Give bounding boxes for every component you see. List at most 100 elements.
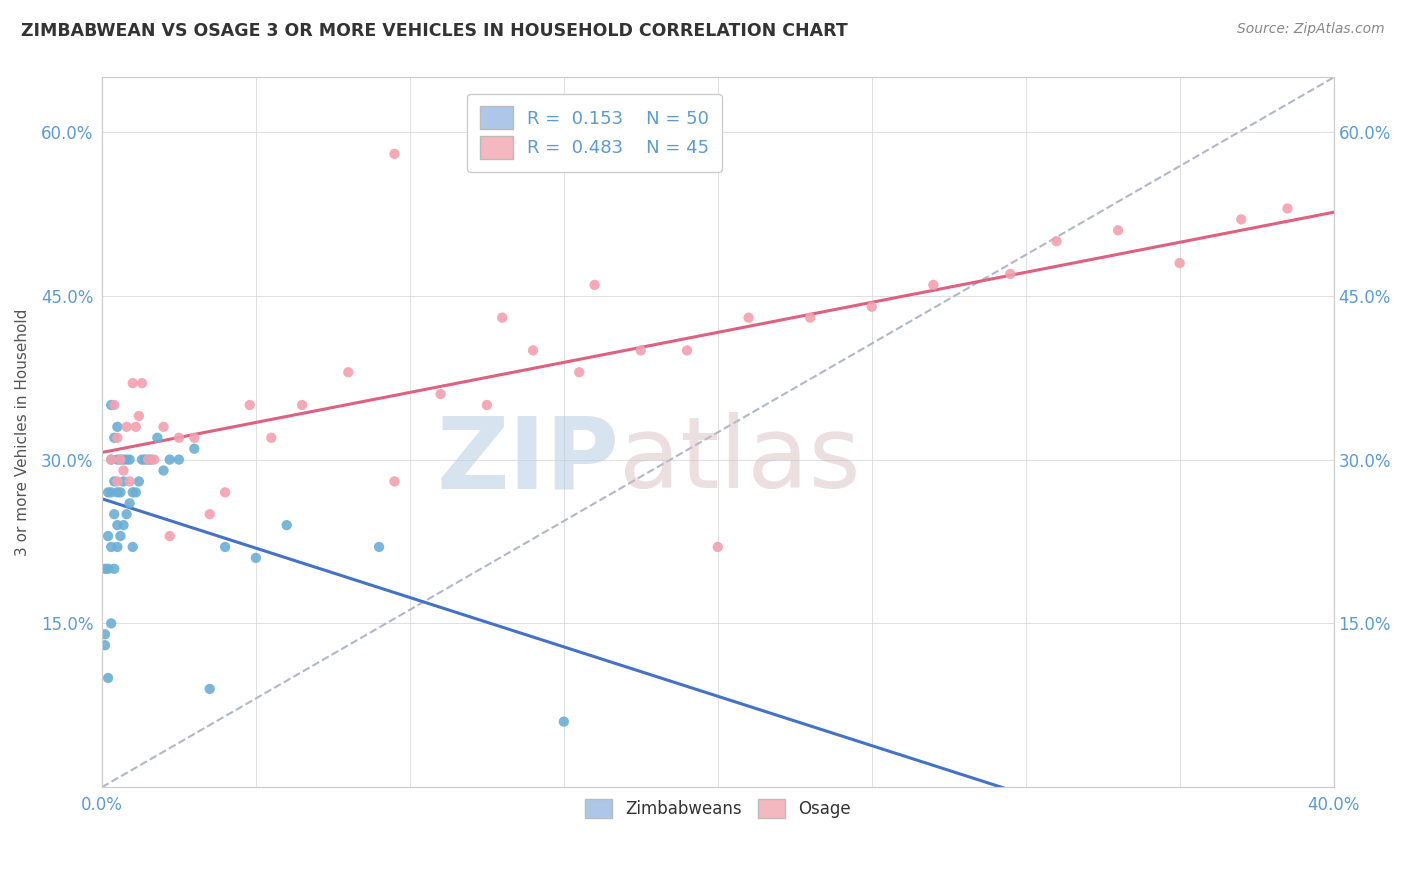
Point (368, 540, 391, 554)
Point (245, 550, 267, 565)
Point (105, 452, 128, 467)
Point (337, 365, 360, 379)
Point (115, 507, 138, 521)
Point (131, 376, 153, 391)
Point (630, 343, 652, 358)
Point (105, 485, 128, 500)
Point (100, 616, 122, 631)
Point (239, 398, 262, 412)
Point (121, 540, 143, 554)
Point (131, 452, 153, 467)
Point (1107, 223, 1129, 237)
Point (110, 485, 132, 500)
Point (100, 540, 122, 554)
Point (922, 277, 945, 292)
Point (491, 310, 513, 325)
Point (384, 475, 406, 489)
Point (118, 452, 141, 467)
Point (118, 475, 141, 489)
Point (384, 147, 406, 161)
Legend: Zimbabweans, Osage: Zimbabweans, Osage (578, 792, 858, 825)
Point (146, 431, 169, 445)
Point (110, 452, 132, 467)
Point (291, 398, 314, 412)
Text: Source: ZipAtlas.com: Source: ZipAtlas.com (1237, 22, 1385, 37)
Point (143, 452, 166, 467)
Point (799, 310, 821, 325)
Point (260, 431, 283, 445)
Point (183, 442, 205, 456)
Point (159, 529, 181, 543)
Point (553, 714, 575, 729)
Point (198, 681, 221, 696)
Point (125, 420, 148, 434)
Point (583, 277, 606, 292)
Point (97, 529, 120, 543)
Point (112, 518, 135, 533)
Point (103, 507, 125, 521)
Point (167, 431, 190, 445)
Point (94, 562, 117, 576)
Point (152, 463, 174, 477)
Point (110, 529, 132, 543)
Point (105, 431, 128, 445)
Point (125, 485, 148, 500)
Point (97, 485, 120, 500)
Point (737, 310, 759, 325)
Point (105, 518, 128, 533)
Point (860, 300, 883, 314)
Point (100, 452, 122, 467)
Point (214, 540, 236, 554)
Point (167, 452, 190, 467)
Y-axis label: 3 or more Vehicles in Household: 3 or more Vehicles in Household (15, 309, 30, 556)
Point (94, 638, 117, 652)
Point (118, 496, 141, 510)
Point (128, 409, 150, 423)
Point (103, 431, 125, 445)
Point (110, 452, 132, 467)
Point (183, 431, 205, 445)
Point (707, 540, 730, 554)
Text: ZIMBABWEAN VS OSAGE 3 OR MORE VEHICLES IN HOUSEHOLD CORRELATION CHART: ZIMBABWEAN VS OSAGE 3 OR MORE VEHICLES I… (21, 22, 848, 40)
Point (1277, 202, 1299, 216)
Text: atlas: atlas (619, 412, 860, 509)
Point (105, 475, 128, 489)
Point (100, 398, 122, 412)
Point (103, 398, 125, 412)
Point (136, 452, 159, 467)
Text: ZIP: ZIP (436, 412, 619, 509)
Point (100, 452, 122, 467)
Point (115, 452, 138, 467)
Point (1230, 212, 1253, 227)
Point (103, 475, 125, 489)
Point (568, 365, 591, 379)
Point (159, 452, 181, 467)
Point (141, 452, 163, 467)
Point (1000, 267, 1022, 281)
Point (134, 452, 156, 467)
Point (152, 420, 174, 434)
Point (100, 485, 122, 500)
Point (1045, 234, 1067, 248)
Point (97, 671, 120, 685)
Point (105, 540, 128, 554)
Point (115, 420, 138, 434)
Point (121, 485, 143, 500)
Point (94, 627, 117, 641)
Point (198, 507, 221, 521)
Point (121, 376, 143, 391)
Point (105, 420, 128, 434)
Point (128, 475, 150, 489)
Point (112, 463, 135, 477)
Point (475, 398, 498, 412)
Point (276, 518, 298, 533)
Point (429, 387, 451, 401)
Point (676, 343, 699, 358)
Point (103, 562, 125, 576)
Point (112, 452, 135, 467)
Point (522, 343, 544, 358)
Point (214, 485, 236, 500)
Point (1168, 256, 1191, 270)
Point (136, 452, 159, 467)
Point (97, 562, 120, 576)
